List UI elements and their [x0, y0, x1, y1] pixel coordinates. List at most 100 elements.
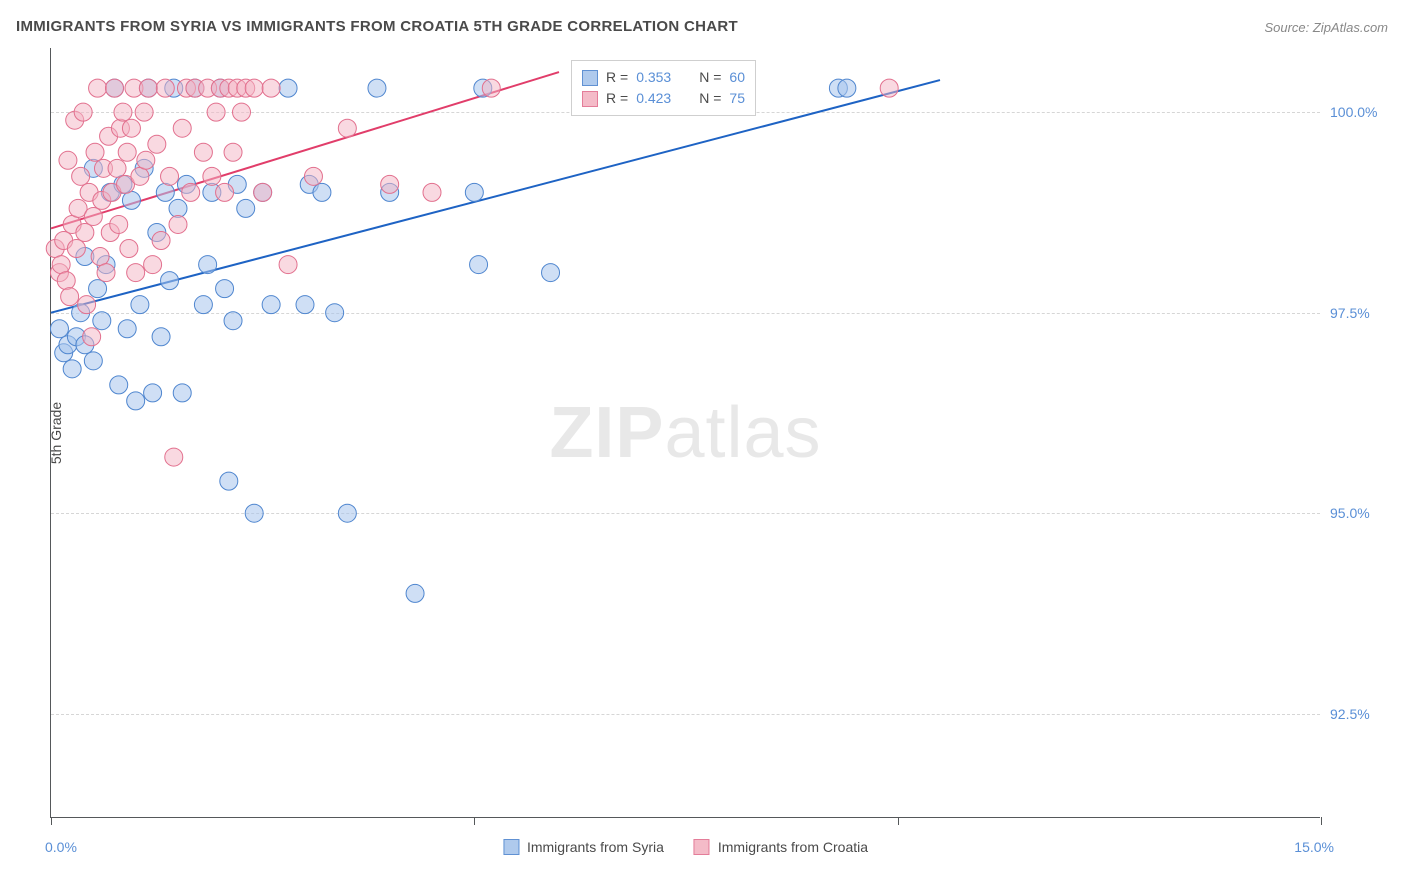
point-syria: [131, 296, 149, 314]
legend-label-syria: Immigrants from Syria: [527, 839, 664, 855]
point-croatia: [139, 79, 157, 97]
point-syria: [122, 191, 140, 209]
point-syria: [313, 183, 331, 201]
point-croatia: [57, 272, 75, 290]
point-syria: [220, 472, 238, 490]
point-croatia: [245, 79, 263, 97]
stat-row-syria: R =0.353N =60: [582, 67, 745, 88]
point-syria: [161, 272, 179, 290]
y-tick-label: 95.0%: [1330, 505, 1370, 521]
point-syria: [110, 376, 128, 394]
point-croatia: [169, 215, 187, 233]
point-croatia: [127, 264, 145, 282]
point-syria: [156, 183, 174, 201]
series-legend: Immigrants from Syria Immigrants from Cro…: [503, 839, 868, 855]
y-axis-title: 5th Grade: [48, 401, 64, 463]
n-value-croatia: 75: [729, 88, 745, 109]
legend-item-croatia: Immigrants from Croatia: [694, 839, 868, 855]
point-croatia: [423, 183, 441, 201]
x-tick: [51, 817, 52, 825]
point-croatia: [83, 328, 101, 346]
point-syria: [63, 360, 81, 378]
point-croatia: [106, 79, 124, 97]
point-croatia: [61, 288, 79, 306]
point-croatia: [108, 159, 126, 177]
point-croatia: [254, 183, 272, 201]
point-croatia: [173, 119, 191, 137]
point-croatia: [207, 103, 225, 121]
point-croatia: [224, 143, 242, 161]
point-syria: [199, 256, 217, 274]
point-syria: [152, 328, 170, 346]
point-croatia: [381, 175, 399, 193]
n-label: N =: [699, 88, 721, 109]
point-croatia: [59, 151, 77, 169]
point-syria: [368, 79, 386, 97]
point-croatia: [74, 103, 92, 121]
legend-item-syria: Immigrants from Syria: [503, 839, 664, 855]
y-tick-label: 97.5%: [1330, 305, 1370, 321]
stats-legend-box: R =0.353N =60R =0.423N =75: [571, 60, 756, 116]
point-croatia: [86, 143, 104, 161]
point-syria: [465, 183, 483, 201]
point-croatia: [122, 119, 140, 137]
r-value-syria: 0.353: [636, 67, 671, 88]
point-croatia: [114, 103, 132, 121]
stat-row-croatia: R = 0.423 N = 75: [582, 88, 745, 109]
point-syria: [89, 280, 107, 298]
point-croatia: [118, 143, 136, 161]
legend-swatch-syria: [503, 839, 519, 855]
y-tick-label: 100.0%: [1330, 104, 1377, 120]
point-croatia: [182, 183, 200, 201]
point-croatia: [279, 256, 297, 274]
point-croatia: [76, 223, 94, 241]
point-syria: [127, 392, 145, 410]
point-syria: [296, 296, 314, 314]
point-syria: [118, 320, 136, 338]
r-label: R =: [606, 88, 628, 109]
point-syria: [216, 280, 234, 298]
x-tick: [898, 817, 899, 825]
point-syria: [279, 79, 297, 97]
r-label: R =: [606, 67, 628, 88]
point-croatia: [135, 103, 153, 121]
point-syria: [224, 312, 242, 330]
point-syria: [237, 199, 255, 217]
x-tick: [474, 817, 475, 825]
point-croatia: [131, 167, 149, 185]
point-syria: [245, 504, 263, 522]
point-syria: [84, 352, 102, 370]
point-croatia: [233, 103, 251, 121]
point-croatia: [262, 79, 280, 97]
point-syria: [262, 296, 280, 314]
point-croatia: [304, 167, 322, 185]
point-croatia: [482, 79, 500, 97]
point-croatia: [52, 256, 70, 274]
point-croatia: [67, 240, 85, 258]
point-croatia: [156, 79, 174, 97]
chart-svg: [51, 48, 1320, 817]
point-croatia: [97, 264, 115, 282]
source-attribution: Source: ZipAtlas.com: [1264, 20, 1388, 35]
point-croatia: [144, 256, 162, 274]
legend-label-croatia: Immigrants from Croatia: [718, 839, 868, 855]
point-croatia: [78, 296, 96, 314]
point-syria: [93, 312, 111, 330]
point-croatia: [137, 151, 155, 169]
point-syria: [406, 584, 424, 602]
point-croatia: [194, 143, 212, 161]
point-croatia: [89, 79, 107, 97]
point-syria: [144, 384, 162, 402]
point-croatia: [338, 119, 356, 137]
point-croatia: [84, 207, 102, 225]
point-croatia: [110, 215, 128, 233]
point-croatia: [880, 79, 898, 97]
r-value-croatia: 0.423: [636, 88, 671, 109]
point-croatia: [216, 183, 234, 201]
x-tick: [1321, 817, 1322, 825]
point-croatia: [120, 240, 138, 258]
point-croatia: [203, 167, 221, 185]
point-syria: [838, 79, 856, 97]
point-croatia: [161, 167, 179, 185]
point-croatia: [91, 248, 109, 266]
